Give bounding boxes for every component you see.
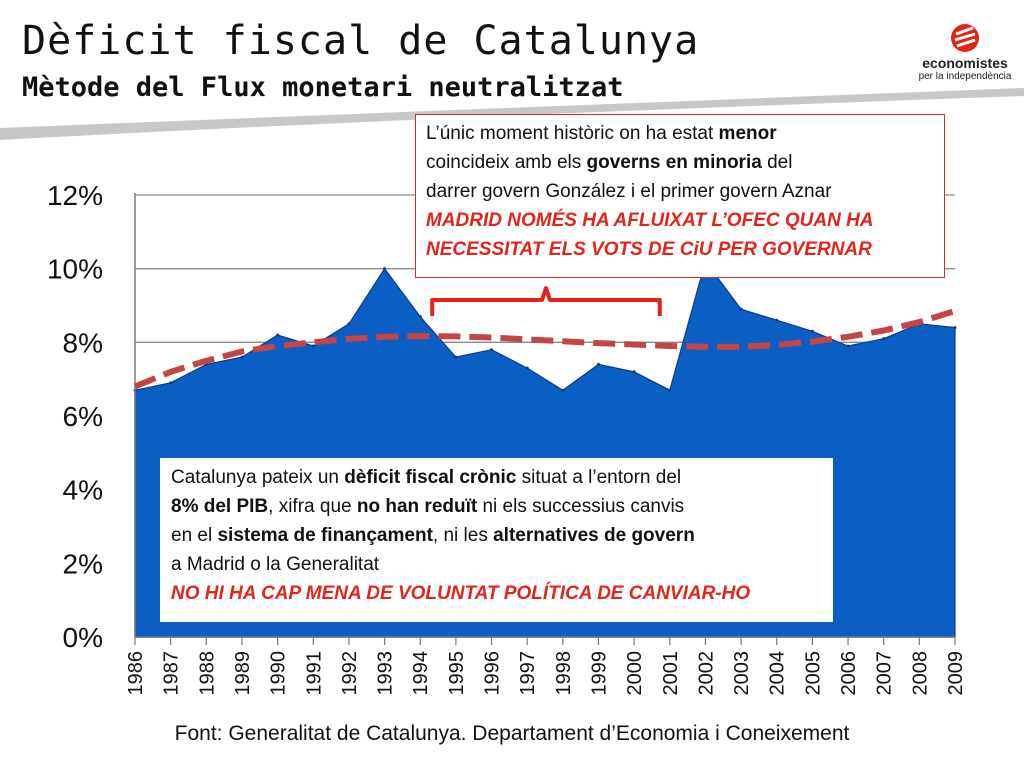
- callout-bottom-text: , ni les: [432, 525, 494, 546]
- x-tick-label: 2005: [802, 651, 824, 696]
- x-tick-label: 1991: [303, 651, 325, 696]
- x-tick-label: 1988: [196, 651, 218, 696]
- callout-chronic-deficit: Catalunya pateix un dèficit fiscal cròni…: [160, 458, 833, 622]
- callout-bottom-bold: sistema de finançament: [217, 525, 433, 546]
- callout-top-line3: darrer govern González i el primer gover…: [426, 181, 832, 202]
- callout-bottom-text: situat a l’entorn del: [516, 467, 682, 488]
- callout-top-bold: menor: [718, 123, 777, 144]
- deficit-point: [846, 344, 850, 348]
- deficit-point: [882, 337, 886, 341]
- trend-line-series: [133, 308, 956, 390]
- deficit-point: [490, 348, 494, 352]
- x-tick-label: 2002: [695, 651, 717, 696]
- callout-bottom-bold: alternatives de govern: [493, 525, 695, 546]
- deficit-point: [169, 381, 173, 385]
- x-tick-label: 1994: [410, 651, 432, 696]
- x-tick-label: 2006: [838, 651, 860, 696]
- x-tick-label: 1995: [446, 651, 468, 696]
- x-tick-label: 1990: [268, 651, 290, 696]
- callout-bottom-line4: a Madrid o la Generalitat: [171, 554, 380, 575]
- callout-bottom-line3: en el sistema de finançament, ni les alt…: [171, 521, 822, 550]
- logo-line1: economistes: [922, 55, 1008, 71]
- deficit-point: [525, 366, 529, 370]
- x-tick-label: 1993: [375, 651, 397, 696]
- callout-top-text: coincideix amb els: [426, 152, 587, 173]
- x-tick-label: 1999: [588, 651, 610, 696]
- callout-bottom-text: en el: [171, 525, 218, 546]
- x-tick-label: 1992: [339, 651, 361, 696]
- deficit-point: [276, 333, 280, 337]
- callout-minority-governments: L’únic moment històric on ha estat menor…: [415, 114, 945, 278]
- deficit-point: [240, 355, 244, 359]
- deficit-point: [775, 318, 779, 322]
- y-tick-label: 12%: [47, 180, 103, 211]
- callout-top-line1: L’únic moment històric on ha estat menor: [426, 119, 934, 148]
- deficit-point: [347, 322, 351, 326]
- deficit-point: [632, 370, 636, 374]
- deficit-point: [810, 329, 814, 333]
- callout-bottom-text: Catalunya pateix un: [171, 467, 345, 488]
- deficit-point: [311, 344, 315, 348]
- y-tick-label: 4%: [63, 475, 103, 506]
- x-tick-label: 2008: [909, 651, 931, 696]
- deficit-point: [668, 388, 672, 392]
- y-tick-label: 10%: [47, 254, 103, 285]
- callout-bottom-bold: 8% del PIB: [171, 496, 269, 517]
- x-tick-label: 2001: [660, 651, 682, 696]
- source-note: Font: Generalitat de Catalunya. Departam…: [174, 722, 850, 745]
- x-tick-label: 1997: [517, 651, 539, 696]
- deficit-point: [596, 362, 600, 366]
- deficit-point: [561, 388, 565, 392]
- x-tick-label: 2000: [624, 651, 646, 696]
- minority-governments-bracket: [430, 286, 662, 316]
- x-tick-label: 1987: [161, 651, 183, 696]
- callout-bottom-bold: no han reduït: [356, 496, 478, 517]
- deficit-point: [454, 355, 458, 359]
- deficit-point: [383, 267, 387, 271]
- x-tick-label: 2003: [731, 651, 753, 696]
- x-tick-label: 1989: [232, 651, 254, 696]
- page-title: Dèficit fiscal de Catalunya: [22, 18, 700, 64]
- callout-top-line2: coincideix amb els governs en minoria de…: [426, 148, 934, 177]
- callout-top-bold: governs en minoria: [586, 152, 762, 173]
- deficit-point: [739, 307, 743, 311]
- page-subtitle: Mètode del Flux monetari neutralitzat: [22, 72, 624, 103]
- economistes-logo-icon: [951, 24, 979, 52]
- deficit-point: [418, 315, 422, 319]
- callout-top-emphasis: NECESSITAT ELS VOTS DE CiU PER GOVERNAR: [426, 239, 872, 260]
- x-tick-label: 2004: [767, 651, 789, 696]
- callout-top-emphasis: MADRID NOMÉS HA AFLUIXAT L’OFEC QUAN HA: [426, 210, 874, 231]
- callout-bottom-bold: dèficit fiscal crònic: [344, 467, 517, 488]
- y-tick-label: 6%: [63, 401, 103, 432]
- logo: economistes per la independència: [910, 22, 1020, 84]
- callout-top-text: del: [761, 152, 793, 173]
- callout-bottom-emphasis: NO HI HA CAP MENA DE VOLUNTAT POLÍTICA D…: [171, 583, 751, 604]
- y-tick-label: 0%: [63, 622, 103, 653]
- x-tick-label: 1986: [125, 651, 147, 696]
- y-tick-label: 8%: [63, 327, 103, 358]
- x-tick-label: 1998: [553, 651, 575, 696]
- callout-top-text: L’únic moment històric on ha estat: [426, 123, 719, 144]
- logo-line2: per la independència: [918, 71, 1012, 82]
- x-tick-label: 2009: [945, 651, 967, 696]
- x-tick-label: 1996: [482, 651, 504, 696]
- callout-bottom-line2: 8% del PIB, xifra que no han reduït ni e…: [171, 492, 822, 521]
- x-tick-label: 2007: [874, 651, 896, 696]
- callout-bottom-text: , xifra que: [268, 496, 357, 517]
- callout-bottom-text: ni els successius canvis: [477, 496, 685, 517]
- deficit-point: [953, 326, 957, 330]
- callout-bottom-line1: Catalunya pateix un dèficit fiscal cròni…: [171, 463, 822, 492]
- y-tick-label: 2%: [63, 548, 103, 579]
